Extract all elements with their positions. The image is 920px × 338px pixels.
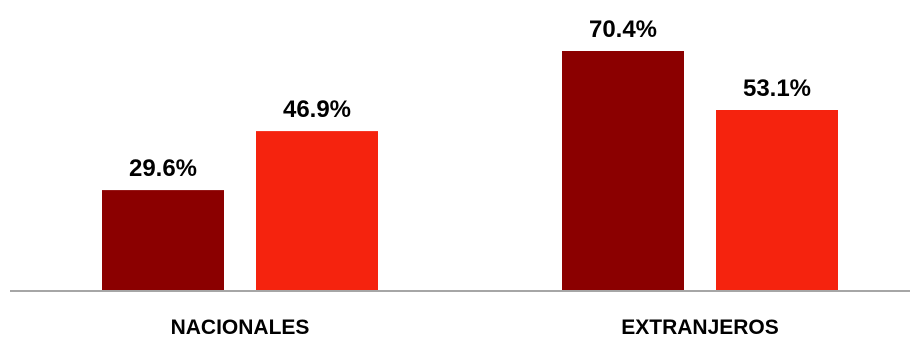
- data-label-nacionales-series-1: 29.6%: [129, 155, 197, 182]
- bar-nacionales-series-2: [256, 131, 378, 291]
- data-label-nacionales-series-2: 46.9%: [283, 96, 351, 123]
- bar-nacionales-series-1: [102, 190, 224, 291]
- category-label-extranjeros: EXTRANJEROS: [621, 316, 779, 338]
- data-label-extranjeros-series-1: 70.4%: [589, 16, 657, 43]
- bars-group: [102, 51, 838, 291]
- x-axis-labels: NACIONALES EXTRANJEROS: [171, 316, 779, 338]
- data-label-extranjeros-series-2: 53.1%: [743, 75, 811, 102]
- data-labels-group: 29.6% 46.9% 70.4% 53.1%: [129, 16, 811, 182]
- bar-extranjeros-series-1: [562, 51, 684, 291]
- bar-extranjeros-series-2: [716, 110, 838, 291]
- category-label-nacionales: NACIONALES: [171, 316, 310, 338]
